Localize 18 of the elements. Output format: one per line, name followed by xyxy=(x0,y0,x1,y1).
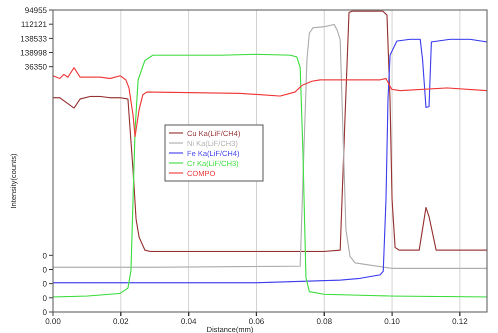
x-tick-label: 0.10 xyxy=(384,317,400,326)
y-tick-label: 0 xyxy=(42,308,48,317)
x-tick-label: 0.12 xyxy=(452,317,468,326)
x-tick-label: 0.04 xyxy=(180,317,197,326)
y-tick-label: 36350 xyxy=(24,62,48,72)
line-series xyxy=(52,67,488,138)
y-tick-label: 0 xyxy=(42,280,48,289)
y-tick-label: 94955 xyxy=(24,6,48,15)
y-tick-label: 0 xyxy=(42,265,48,274)
y-tick-label: 0 xyxy=(42,294,48,303)
y-tick-label: 138533 xyxy=(20,34,48,44)
y-tick-label: 138998 xyxy=(20,48,48,58)
x-tick-label: 0.02 xyxy=(113,317,130,326)
y-tick-label: 112121 xyxy=(20,20,48,30)
x-tick-label: 0.08 xyxy=(316,317,333,326)
y-tick-label: 0 xyxy=(42,251,48,260)
x-tick-label: 0.06 xyxy=(248,317,265,326)
x-tick-label: 0.00 xyxy=(45,317,62,326)
